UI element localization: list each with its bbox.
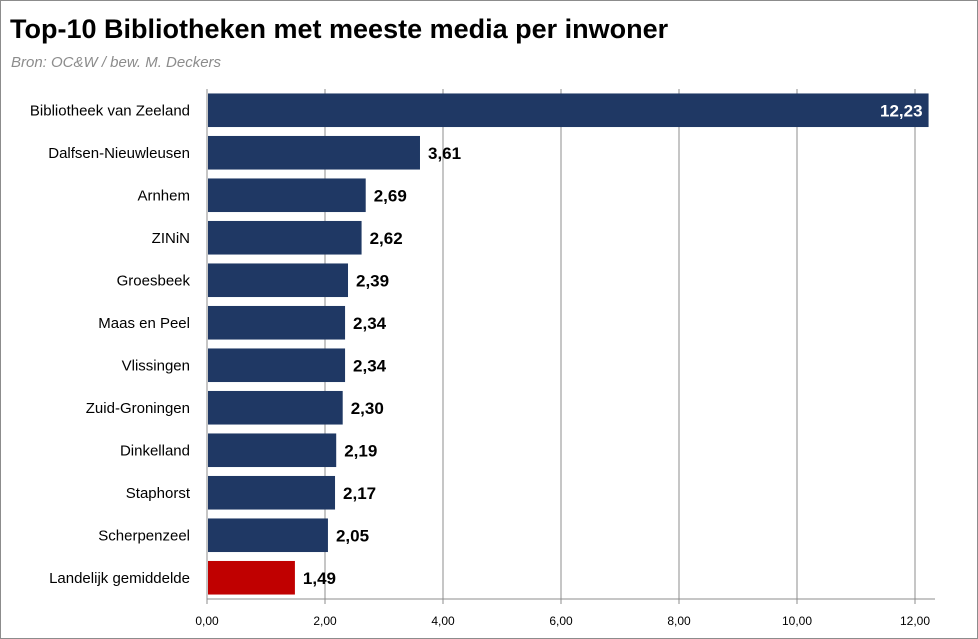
category-label: Groesbeek — [117, 272, 191, 289]
category-label: Bibliotheek van Zeeland — [30, 102, 190, 119]
category-label: Zuid-Groningen — [86, 400, 190, 417]
category-label: Dinkelland — [120, 442, 190, 459]
bar — [208, 390, 343, 425]
value-label: 2,19 — [344, 441, 377, 460]
bar — [208, 93, 929, 128]
category-label: Landelijk gemiddelde — [49, 570, 190, 587]
x-tick-label: 2,00 — [313, 614, 337, 628]
x-tick-label: 10,00 — [782, 614, 812, 628]
value-label: 2,69 — [374, 186, 407, 205]
value-label: 2,62 — [370, 229, 403, 248]
bar — [208, 263, 349, 298]
value-label: 12,23 — [880, 101, 923, 120]
bar — [208, 220, 362, 255]
category-label: Arnhem — [137, 187, 190, 204]
bar — [208, 135, 420, 170]
chart-title: Top-10 Bibliotheken met meeste media per… — [10, 14, 669, 44]
category-label: Vlissingen — [122, 357, 190, 374]
x-tick-label: 0,00 — [195, 614, 219, 628]
value-label: 3,61 — [428, 144, 461, 163]
chart-subtitle: Bron: OC&W / bew. M. Deckers — [11, 54, 222, 71]
value-label: 2,39 — [356, 271, 389, 290]
category-label: Maas en Peel — [98, 315, 190, 332]
bar — [208, 518, 328, 553]
category-label: ZINiN — [152, 230, 190, 247]
value-label: 2,34 — [353, 314, 387, 333]
x-tick-label: 12,00 — [900, 614, 930, 628]
bar — [208, 178, 366, 213]
category-label: Staphorst — [126, 485, 191, 502]
bar — [208, 348, 346, 383]
x-tick-label: 8,00 — [667, 614, 691, 628]
bar — [208, 305, 346, 340]
category-label: Dalfsen-Nieuwleusen — [48, 145, 190, 162]
bar — [208, 433, 337, 468]
value-label: 2,05 — [336, 526, 369, 545]
value-label: 1,49 — [303, 569, 336, 588]
x-tick-label: 4,00 — [431, 614, 455, 628]
x-tick-label: 6,00 — [549, 614, 573, 628]
category-label: Scherpenzeel — [98, 527, 190, 544]
bar — [208, 475, 336, 510]
value-label: 2,17 — [343, 484, 376, 503]
value-label: 2,30 — [351, 399, 384, 418]
bar-highlight — [208, 560, 295, 595]
value-label: 2,34 — [353, 356, 387, 375]
